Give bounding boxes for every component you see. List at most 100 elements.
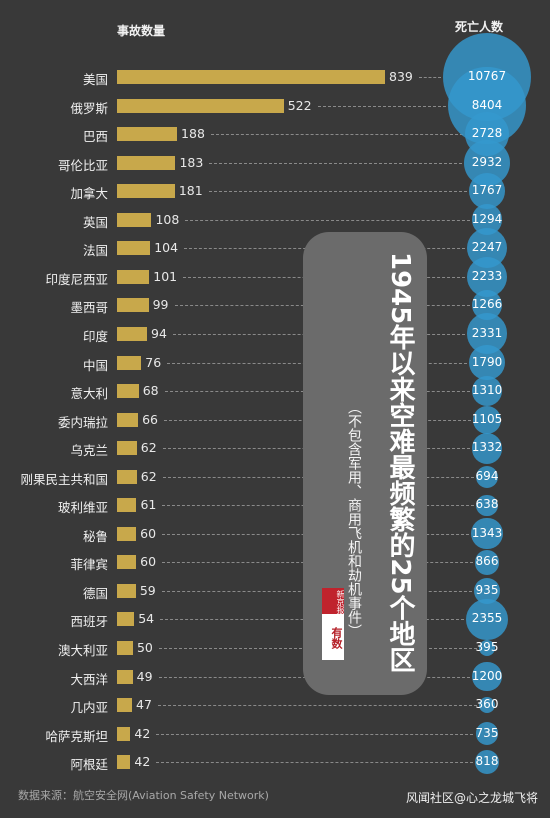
data-source-note: 数据来源：航空安全网(Aviation Safety Network) [18, 789, 269, 802]
deaths-column-header: 死亡人数 [455, 20, 504, 34]
death-bubble [475, 722, 499, 746]
accident-bar [117, 298, 149, 313]
country-label: 刚果民主共和国 [20, 471, 108, 487]
death-value-label: 1200 [471, 668, 503, 683]
leader-line [208, 191, 468, 193]
death-value-label: 2233 [471, 268, 503, 283]
accident-bar [117, 269, 150, 284]
leader-line [209, 162, 463, 164]
death-value-label: 1105 [471, 411, 503, 426]
death-value-label: 1343 [471, 525, 503, 540]
accident-value-label: 94 [151, 325, 167, 341]
accident-bar [117, 698, 132, 713]
death-value-label: 8404 [471, 97, 503, 112]
leader-line [317, 105, 447, 107]
accident-value-label: 99 [152, 297, 169, 313]
leader-line [211, 134, 463, 136]
country-label: 德国 [82, 585, 108, 601]
accident-value-label: 49 [136, 668, 153, 684]
accidents-column-header: 事故数量 [117, 24, 166, 38]
death-bubble [471, 432, 503, 464]
country-label: 俄罗斯 [70, 100, 108, 116]
country-label: 大西洋 [70, 671, 108, 687]
accident-value-label: 42 [134, 725, 151, 741]
country-label: 英国 [82, 214, 108, 230]
country-label: 意大利 [70, 386, 108, 402]
death-value-label: 10767 [467, 69, 507, 83]
accident-bar [117, 355, 142, 370]
accident-bar [117, 555, 137, 570]
death-bubble [475, 465, 499, 488]
death-value-label: 1767 [471, 183, 503, 198]
accident-bar [117, 641, 133, 655]
death-value-label: 2932 [471, 154, 503, 169]
death-bubble [471, 518, 503, 550]
chart-subtitle: （不包含军用、商用飞机和劫机事件） [346, 400, 362, 638]
country-label: 阿根廷 [70, 757, 108, 773]
leader-line [419, 77, 441, 78]
death-value-label: 1266 [471, 297, 503, 312]
death-value-label: 2331 [471, 325, 503, 340]
accident-bar [117, 241, 151, 256]
death-value-label: 1332 [471, 440, 503, 455]
accident-bar [117, 583, 136, 598]
death-bubble [466, 256, 508, 297]
death-value-label: 694 [475, 468, 499, 483]
death-value-label: 1294 [471, 211, 503, 226]
accident-value-label: 101 [153, 268, 178, 284]
accident-bar [117, 526, 137, 541]
leader-line [156, 762, 473, 764]
accident-value-label: 61 [140, 497, 157, 513]
accident-value-label: 50 [136, 640, 153, 655]
death-bubble [474, 750, 500, 775]
accident-value-label: 108 [155, 211, 180, 227]
death-bubble [469, 173, 505, 210]
accident-bar [117, 612, 135, 627]
leader-line [185, 219, 470, 221]
accident-value-label: 54 [138, 611, 155, 627]
accident-bar [117, 412, 139, 427]
accident-bar [117, 469, 137, 484]
death-bubble [469, 344, 505, 381]
death-value-label: 935 [475, 582, 499, 597]
death-value-label: 395 [475, 640, 499, 654]
death-bubble [472, 661, 502, 692]
death-value-label: 2247 [471, 240, 503, 255]
accident-bar [117, 70, 385, 84]
accident-bar [117, 755, 131, 770]
country-label: 玻利维亚 [57, 500, 108, 516]
accident-value-label: 62 [140, 468, 157, 484]
accident-value-label: 104 [154, 240, 179, 256]
accident-bar [117, 726, 131, 741]
country-label: 中国 [82, 357, 108, 373]
death-bubble [474, 549, 500, 575]
accident-bar [117, 212, 152, 227]
death-value-label: 2355 [471, 611, 503, 626]
accident-value-label: 42 [134, 754, 151, 770]
publisher-logo: 新京报 有数 [322, 588, 344, 660]
accident-value-label: 183 [179, 154, 204, 170]
death-value-label: 360 [475, 697, 499, 712]
death-bubble [478, 697, 496, 714]
country-label: 加拿大 [70, 186, 108, 202]
country-label: 澳大利亚 [57, 643, 108, 658]
country-label: 几内亚 [70, 700, 108, 716]
accident-bar [117, 127, 178, 142]
country-label: 墨西哥 [70, 300, 108, 316]
country-label: 印度尼西亚 [45, 271, 108, 287]
accident-value-label: 68 [142, 383, 159, 399]
death-value-label: 1790 [471, 354, 503, 369]
accident-value-label: 839 [389, 69, 413, 84]
country-label: 印度 [82, 328, 108, 344]
leader-line [156, 733, 474, 735]
country-label: 乌克兰 [70, 443, 108, 459]
accident-bar [117, 441, 137, 456]
accident-bar [117, 326, 148, 341]
country-label: 法国 [82, 243, 108, 259]
accident-value-label: 62 [140, 440, 157, 456]
accident-value-label: 66 [142, 411, 158, 427]
death-bubble [471, 375, 503, 407]
death-value-label: 818 [475, 754, 499, 769]
death-value-label: 866 [475, 554, 499, 569]
